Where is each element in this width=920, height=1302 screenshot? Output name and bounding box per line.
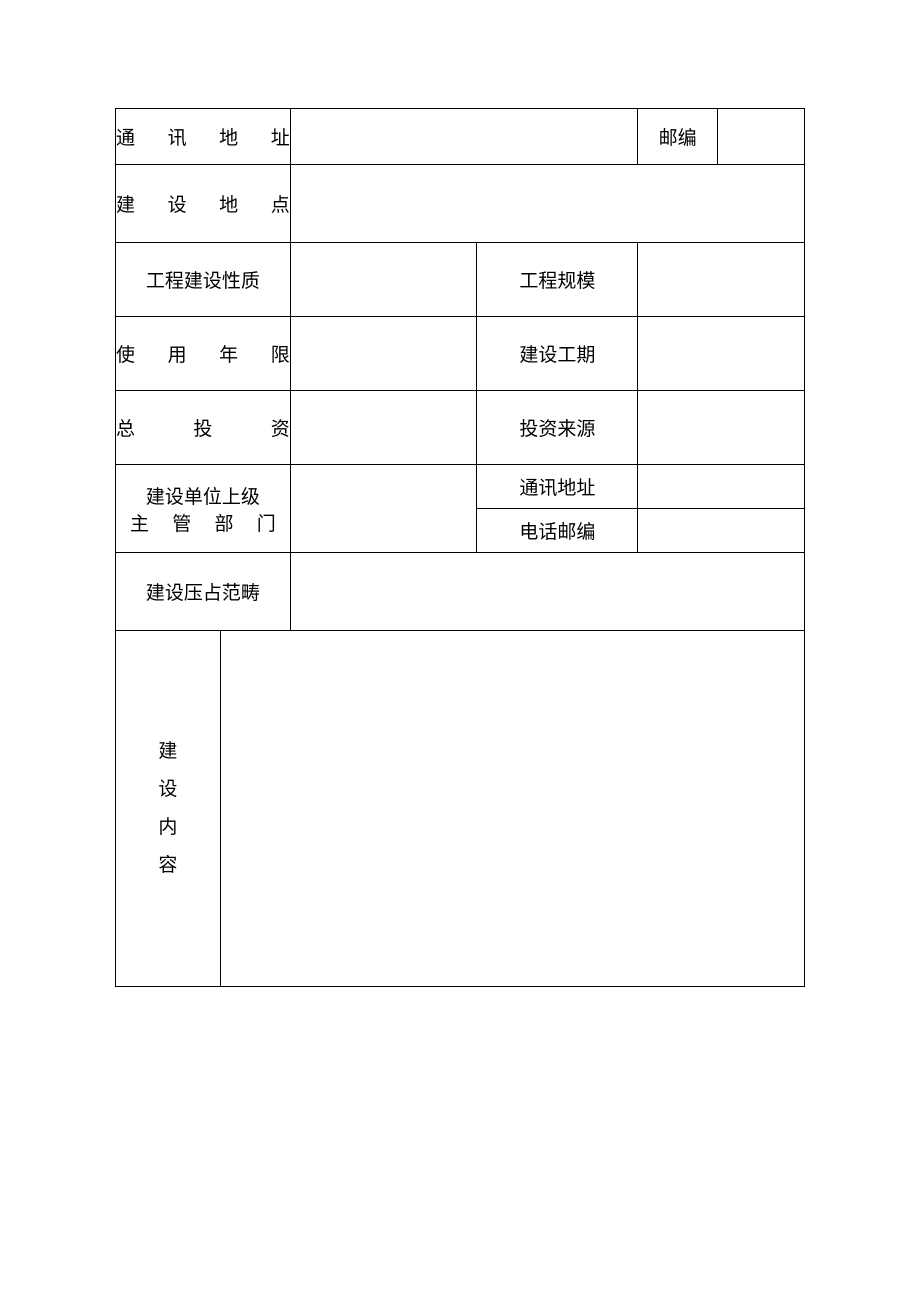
label-phone-postcode: 电话邮编 xyxy=(477,509,638,553)
label-contact-address: 通 讯 地 址 xyxy=(116,109,291,165)
form-table: 通 讯 地 址 邮编 建 设 地 点 工程建设性质 工程规模 使 用 年 限 建… xyxy=(115,108,805,987)
value-postcode xyxy=(718,109,805,165)
row-address: 通 讯 地 址 邮编 xyxy=(116,109,805,165)
value-investment-source xyxy=(638,391,805,465)
build-content-char2: 设 xyxy=(116,771,220,809)
row-investment: 总 投 资 投资来源 xyxy=(116,391,805,465)
label-total-investment: 总 投 资 xyxy=(116,391,291,465)
row-project-nature: 工程建设性质 工程规模 xyxy=(116,243,805,317)
build-content-char4: 容 xyxy=(116,847,220,885)
label-service-life: 使 用 年 限 xyxy=(116,317,291,391)
label-supervisor-address: 通讯地址 xyxy=(477,465,638,509)
label-occupation-scope: 建设压占范畴 xyxy=(116,553,291,631)
value-contact-address xyxy=(290,109,637,165)
label-supervisor-line1: 建设单位上级 xyxy=(116,482,290,509)
build-content-char1: 建 xyxy=(116,733,220,771)
label-project-scale: 工程规模 xyxy=(477,243,638,317)
row-build-location: 建 设 地 点 xyxy=(116,165,805,243)
label-supervisor-dept: 建设单位上级 主 管 部 门 xyxy=(116,465,291,553)
value-service-life xyxy=(290,317,477,391)
value-construction-period xyxy=(638,317,805,391)
row-service-life: 使 用 年 限 建设工期 xyxy=(116,317,805,391)
value-total-investment xyxy=(290,391,477,465)
value-build-content xyxy=(220,631,804,987)
row-build-content: 建 设 内 容 xyxy=(116,631,805,987)
label-investment-source: 投资来源 xyxy=(477,391,638,465)
label-build-content: 建 设 内 容 xyxy=(116,631,221,987)
row-occupation-scope: 建设压占范畴 xyxy=(116,553,805,631)
value-build-location xyxy=(290,165,804,243)
label-postcode: 邮编 xyxy=(638,109,718,165)
value-occupation-scope xyxy=(290,553,804,631)
value-phone-postcode xyxy=(638,509,805,553)
label-supervisor-line2: 主 管 部 门 xyxy=(116,509,290,536)
label-project-nature: 工程建设性质 xyxy=(116,243,291,317)
value-supervisor-address xyxy=(638,465,805,509)
label-build-location: 建 设 地 点 xyxy=(116,165,291,243)
label-construction-period: 建设工期 xyxy=(477,317,638,391)
value-project-nature xyxy=(290,243,477,317)
value-project-scale xyxy=(638,243,805,317)
build-content-char3: 内 xyxy=(116,809,220,847)
value-supervisor-dept xyxy=(290,465,477,553)
row-supervisor-a: 建设单位上级 主 管 部 门 通讯地址 xyxy=(116,465,805,509)
